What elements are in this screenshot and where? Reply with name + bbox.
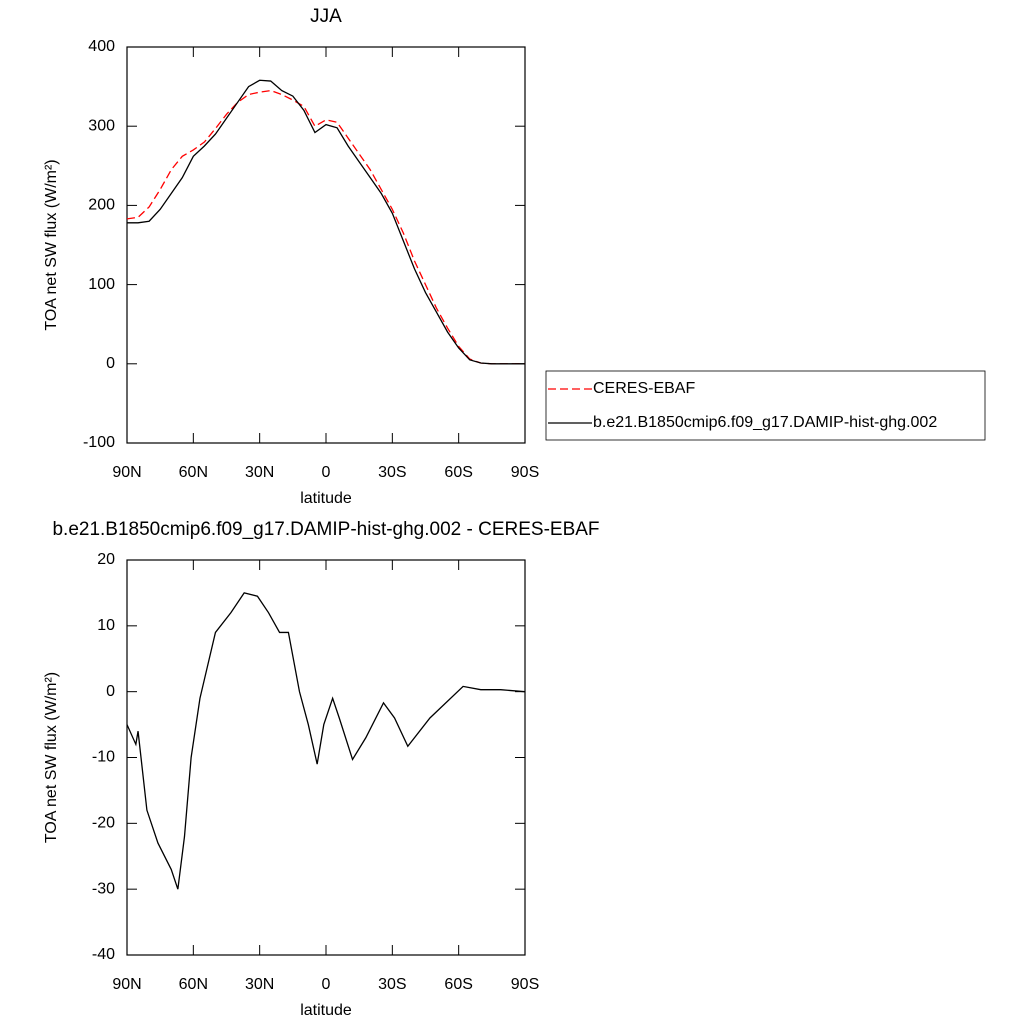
data-line [126, 592, 526, 890]
x-tick-label: 90N [112, 976, 141, 993]
data-line [127, 79, 525, 365]
x-tick-label: 60S [444, 976, 472, 993]
x-tick-label: 90N [112, 464, 141, 481]
y-tick-label: -30 [92, 880, 115, 897]
x-tick-label: 0 [322, 976, 331, 993]
x-tick-label: 30S [378, 976, 406, 993]
x-tick-label: 60N [179, 464, 208, 481]
plot-frame [126, 559, 526, 956]
chart-title: b.e21.B1850cmip6.f09_g17.DAMIP-hist-ghg.… [52, 519, 599, 540]
plot-frame [126, 46, 526, 444]
y-tick-label: -100 [83, 434, 115, 451]
x-tick-label: 0 [322, 464, 331, 481]
x-tick-label: 30S [378, 464, 406, 481]
y-axis-label: TOA net SW flux (W/m²) [43, 672, 60, 843]
x-tick-label: 30N [245, 464, 274, 481]
y-tick-label: -10 [92, 749, 115, 766]
x-tick-label: 90S [511, 464, 539, 481]
y-tick-label: 400 [88, 38, 115, 55]
x-tick-label: 60S [444, 464, 472, 481]
x-axis-label: latitude [300, 490, 352, 507]
legend-box [545, 370, 986, 441]
legend-label: CERES-EBAF [593, 380, 695, 397]
data-line [126, 89, 525, 365]
x-tick-label: 90S [511, 976, 539, 993]
y-tick-label: -20 [92, 815, 115, 832]
y-tick-label: 300 [88, 117, 115, 134]
y-tick-label: -40 [92, 946, 115, 963]
y-axis-label: TOA net SW flux (W/m²) [43, 159, 60, 330]
x-tick-label: 30N [245, 976, 274, 993]
y-tick-label: 10 [97, 617, 115, 634]
legend-label: b.e21.B1850cmip6.f09_g17.DAMIP-hist-ghg.… [593, 414, 937, 431]
y-tick-label: 200 [88, 197, 115, 214]
x-tick-label: 60N [179, 976, 208, 993]
y-tick-label: 100 [88, 276, 115, 293]
x-axis-label: latitude [300, 1002, 352, 1019]
chart-title: JJA [310, 6, 342, 27]
y-tick-label: 20 [97, 551, 115, 568]
y-tick-label: 0 [106, 355, 115, 372]
y-tick-label: 0 [106, 683, 115, 700]
